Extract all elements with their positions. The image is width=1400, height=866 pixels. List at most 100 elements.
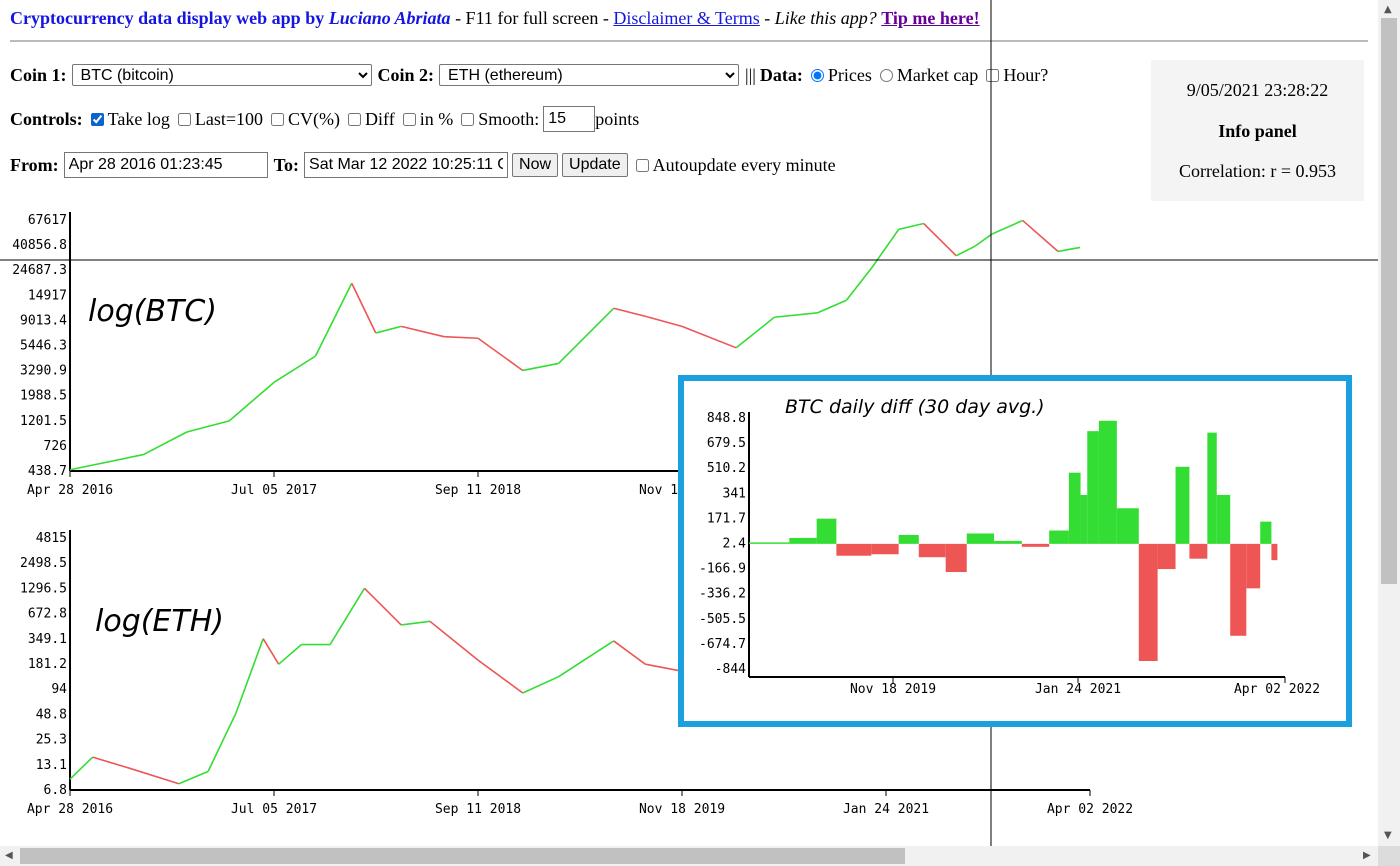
hour-label: Hour? bbox=[1003, 64, 1049, 85]
take-log-checkbox[interactable] bbox=[90, 112, 104, 126]
diff-bar bbox=[1230, 543, 1247, 636]
vertical-scroll-thumb[interactable] bbox=[1381, 18, 1397, 584]
y-tick-label: 848.8 bbox=[707, 411, 746, 426]
diff-bar bbox=[836, 543, 872, 556]
x-tick-label: Nov 18 2019 bbox=[639, 802, 725, 817]
diff-label: Diff bbox=[365, 108, 395, 129]
y-tick-label: 9013.4 bbox=[20, 313, 67, 328]
price-segment bbox=[774, 311, 818, 319]
diff-bar bbox=[816, 518, 837, 544]
from-date-input[interactable] bbox=[63, 152, 268, 178]
price-segment bbox=[735, 316, 775, 349]
diff-bar bbox=[1116, 508, 1139, 544]
coin2-select[interactable]: ETH (ethereum) bbox=[439, 64, 740, 86]
price-segment bbox=[429, 620, 479, 661]
prices-radio[interactable] bbox=[810, 68, 824, 82]
eth-price-chart[interactable]: 4815 2498.5 1296.5 672.8 349.1 181.2 94 48.8 25.… bbox=[20, 530, 1133, 817]
to-label: To: bbox=[273, 154, 300, 175]
autoupdate-label: Autoupdate every minute bbox=[652, 154, 836, 175]
price-segment bbox=[351, 282, 377, 334]
scroll-up-icon[interactable]: ▲ bbox=[1384, 4, 1392, 15]
vertical-scrollbar[interactable]: ▲ ▼ bbox=[1378, 0, 1400, 846]
marketcap-radio[interactable] bbox=[879, 68, 893, 82]
x-tick-label: Apr 28 2016 bbox=[27, 483, 113, 498]
x-tick-label: Jan 24 2021 bbox=[1035, 682, 1121, 697]
coin1-select[interactable]: BTC (bitcoin) bbox=[71, 64, 372, 86]
correlation-value: Correlation: r = 0.953 bbox=[1178, 161, 1337, 181]
smooth-points-input[interactable] bbox=[543, 106, 596, 132]
separator: ||| bbox=[745, 64, 756, 85]
price-segment bbox=[558, 640, 615, 678]
y-tick-label: 6.8 bbox=[44, 783, 67, 798]
price-segment bbox=[375, 325, 402, 334]
price-segment bbox=[207, 713, 237, 772]
y-tick-label: -336.2 bbox=[699, 587, 746, 602]
fullscreen-hint: - F11 for full screen - bbox=[450, 8, 614, 28]
price-segment bbox=[974, 233, 993, 247]
last100-label: Last=100 bbox=[194, 108, 264, 129]
y-tick-label: 510.2 bbox=[707, 461, 746, 476]
price-segment bbox=[477, 659, 524, 694]
price-segment bbox=[363, 587, 402, 626]
price-segment bbox=[401, 620, 431, 626]
price-segment bbox=[845, 267, 873, 301]
now-button[interactable]: Now bbox=[512, 153, 559, 177]
charts-canvas[interactable]: 67617 40856.8 24687.3 14917 9013.4 5446.3 3290… bbox=[0, 0, 1378, 846]
y-tick-label: -844 bbox=[715, 662, 746, 677]
diff-checkbox[interactable] bbox=[348, 112, 362, 126]
y-tick-label: 25.3 bbox=[36, 733, 67, 748]
price-segment bbox=[314, 282, 353, 357]
horizontal-scroll-thumb[interactable] bbox=[20, 848, 905, 864]
price-segment bbox=[871, 228, 900, 269]
scroll-down-icon[interactable]: ▼ bbox=[1384, 830, 1392, 841]
price-segment bbox=[444, 335, 479, 340]
y-tick-label: 40856.8 bbox=[12, 238, 67, 253]
btc-diff-inset: 848.8 679.5 510.2 341 171.7 2.4 -166.9 -336.2 -5… bbox=[678, 375, 1352, 727]
y-tick-label: 3290.9 bbox=[20, 364, 67, 379]
price-segment bbox=[923, 222, 957, 257]
price-segment bbox=[69, 756, 94, 780]
disclaimer-link[interactable]: Disclaimer & Terms bbox=[613, 8, 760, 28]
y-tick-label: 349.1 bbox=[28, 632, 67, 647]
y-tick-label: 438.7 bbox=[28, 464, 67, 479]
price-segment bbox=[273, 355, 316, 384]
y-tick-label: -505.5 bbox=[699, 612, 746, 627]
scroll-left-icon[interactable]: ◀ bbox=[5, 850, 13, 861]
in-percent-checkbox[interactable] bbox=[402, 112, 416, 126]
update-button[interactable]: Update bbox=[562, 153, 628, 177]
diff-bar bbox=[871, 543, 899, 555]
price-segment bbox=[178, 770, 209, 785]
price-segment bbox=[645, 315, 683, 328]
x-tick-label: Apr 28 2016 bbox=[27, 802, 113, 817]
points-label: points bbox=[595, 108, 640, 129]
hour-checkbox[interactable] bbox=[986, 68, 1000, 82]
y-tick-label: 1201.5 bbox=[20, 414, 67, 429]
diff-bar bbox=[1068, 472, 1081, 544]
diff-bar bbox=[945, 543, 967, 573]
price-segment bbox=[186, 420, 230, 433]
scroll-right-icon[interactable]: ▶ bbox=[1363, 850, 1371, 861]
to-date-input[interactable] bbox=[304, 152, 509, 178]
coin2-label: Coin 2: bbox=[377, 64, 435, 85]
price-segment bbox=[329, 587, 366, 646]
range-row: From: To: Now Update Autoupdate every mi… bbox=[10, 152, 836, 178]
price-segment bbox=[613, 640, 646, 665]
cv-checkbox[interactable] bbox=[271, 112, 285, 126]
x-tick-label: Apr 02 2022 bbox=[1047, 802, 1133, 817]
price-segment bbox=[681, 325, 737, 349]
smooth-checkbox[interactable] bbox=[461, 112, 475, 126]
y-tick-label: 48.8 bbox=[36, 707, 67, 722]
diff-bar bbox=[1271, 543, 1278, 561]
tip-link[interactable]: Tip me here! bbox=[881, 8, 980, 28]
autoupdate-checkbox[interactable] bbox=[635, 158, 649, 172]
price-segment bbox=[817, 299, 847, 314]
horizontal-scrollbar[interactable]: ◀ ▶ bbox=[0, 846, 1378, 866]
y-tick-label: 94 bbox=[51, 682, 67, 697]
controls-row: Controls: Take log Last=100 CV(%) Diff i… bbox=[10, 106, 639, 132]
price-segment bbox=[129, 767, 180, 785]
last100-checkbox[interactable] bbox=[177, 112, 191, 126]
btc-diff-chart[interactable]: 848.8 679.5 510.2 341 171.7 2.4 -166.9 -336.2 -5… bbox=[699, 411, 1320, 697]
x-tick-label: Jul 05 2017 bbox=[231, 802, 317, 817]
price-segment bbox=[262, 638, 280, 665]
price-segment bbox=[228, 381, 275, 422]
